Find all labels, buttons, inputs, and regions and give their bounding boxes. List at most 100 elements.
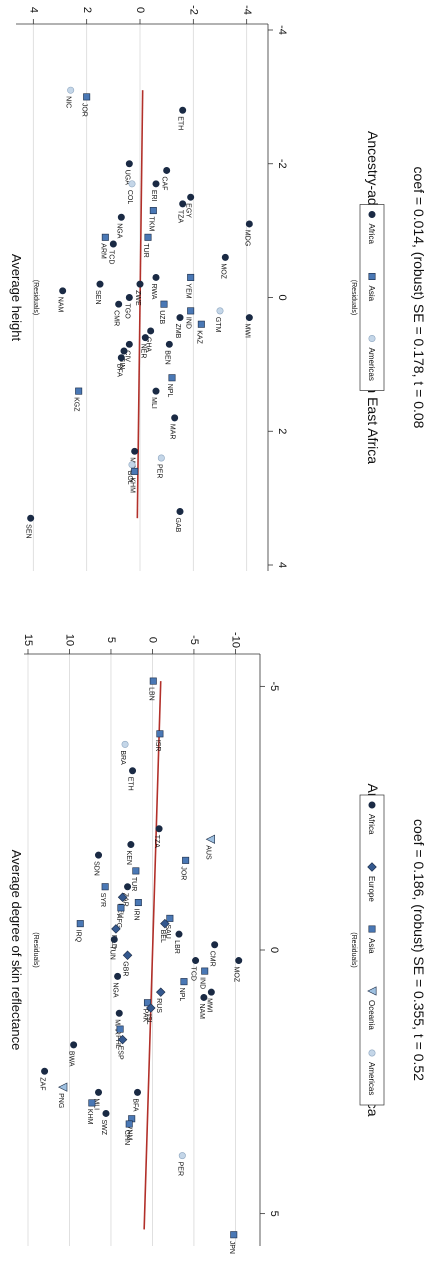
data-point xyxy=(101,233,109,241)
point-label: MDG xyxy=(243,230,250,246)
point-label: SDN xyxy=(93,861,100,876)
legend-label: Asia xyxy=(367,938,376,954)
chart-caption: coef = 0.186, (robust) SE = 0.355, t = 0… xyxy=(411,819,427,1081)
point-label: TZA xyxy=(153,835,160,849)
point-label: ZMB xyxy=(174,324,181,339)
point-label: NGA xyxy=(112,982,119,998)
y-axis-title: Average degree of skin reflectance xyxy=(9,850,24,1051)
x-tick-label: 2 xyxy=(276,428,288,434)
data-point xyxy=(146,1003,156,1013)
fit-line xyxy=(143,681,162,1230)
y-tick-label: 5 xyxy=(105,637,117,643)
point-label: AFG xyxy=(115,914,122,928)
y-axis-subtitle: (Residuals) xyxy=(32,280,39,315)
point-label: RUS xyxy=(155,998,162,1013)
point-label: BEN xyxy=(163,350,170,364)
data-point xyxy=(197,320,205,328)
point-label: MWI xyxy=(243,324,250,338)
point-label: IRQ xyxy=(74,930,81,943)
data-point xyxy=(149,207,157,215)
point-label: GBR xyxy=(122,961,129,976)
point-label: BWA xyxy=(68,1051,75,1067)
point-label: CMR xyxy=(209,951,216,967)
point-label: TCD xyxy=(107,250,114,264)
point-label: ETH xyxy=(177,116,184,130)
point-label: NAM xyxy=(57,297,64,313)
data-point xyxy=(117,892,128,903)
data-point xyxy=(101,883,109,891)
point-label: CHN xyxy=(123,1130,130,1145)
point-label: SWZ xyxy=(100,1119,107,1135)
point-label: KHM xyxy=(86,1109,93,1125)
data-point xyxy=(141,334,149,342)
data-point xyxy=(88,1099,96,1107)
legend-swatch xyxy=(367,862,377,872)
data-point xyxy=(179,200,187,208)
point-label: NER xyxy=(139,344,146,359)
data-point xyxy=(230,1231,238,1239)
point-label: GTM xyxy=(214,317,221,333)
point-label: LBN xyxy=(147,687,154,701)
data-point xyxy=(160,918,170,929)
y-axis-subtitle: (Residuals) xyxy=(32,932,39,967)
data-point xyxy=(134,1088,142,1096)
point-label: IND xyxy=(199,977,206,989)
point-label: EGY xyxy=(185,203,192,218)
data-point xyxy=(121,740,129,748)
point-label: MOZ xyxy=(219,263,226,279)
data-point xyxy=(166,914,174,922)
x-tick-label: -4 xyxy=(276,25,288,35)
point-label: GHA xyxy=(145,337,152,353)
data-point xyxy=(115,300,123,308)
legend-label: Europe xyxy=(367,876,376,902)
point-label: KHM xyxy=(129,477,136,493)
point-label: ERI xyxy=(150,190,157,202)
point-label: TUN xyxy=(108,945,115,959)
point-label: ZAR xyxy=(122,893,129,907)
data-point xyxy=(152,180,160,188)
data-point xyxy=(152,387,160,395)
data-point xyxy=(95,851,103,859)
point-label: ZWE xyxy=(134,290,141,306)
data-point xyxy=(58,1082,68,1092)
data-point xyxy=(175,930,183,938)
point-label: JOR xyxy=(180,866,187,880)
point-label: BEL xyxy=(159,930,166,943)
y-axis-title: Average height xyxy=(9,254,24,342)
height-chart: -4 -2 0 2 4 -4 -2 0 2 4 NIC JOR ETH UGA CAF COL ERI EGYTZ… xyxy=(9,5,427,571)
data-point xyxy=(147,327,155,335)
y-tick-label: -2 xyxy=(187,5,199,15)
point-label: SAU xyxy=(164,924,171,938)
data-point xyxy=(207,988,215,996)
data-point xyxy=(165,340,173,348)
data-point xyxy=(235,957,243,965)
data-point xyxy=(67,86,75,94)
data-point xyxy=(111,924,121,934)
legend-label: Africa xyxy=(367,814,376,835)
data-point xyxy=(132,867,140,875)
x-tick-label: 0 xyxy=(276,294,288,300)
data-point xyxy=(187,193,195,201)
data-point xyxy=(201,967,209,975)
y-tick-label: -10 xyxy=(230,632,242,648)
point-label: SYR xyxy=(99,893,106,907)
point-label: IND xyxy=(185,317,192,329)
point-label: LBR xyxy=(173,940,180,954)
point-label: MWI xyxy=(205,998,212,1012)
data-point xyxy=(41,1067,49,1075)
data-point xyxy=(95,1088,103,1096)
skin-reflectance-chart: -5 0 5 -10 -5 0 5 10 15 LBN ISR BRA ETH TZA AUS KEN SDN J… xyxy=(9,632,427,1254)
point-label: BRA xyxy=(119,750,126,765)
x-axis-subtitle: (Residuals) xyxy=(350,280,357,315)
legend-swatch xyxy=(368,925,376,933)
data-point xyxy=(59,287,67,295)
fit-line xyxy=(136,90,144,519)
y-tick-label: -4 xyxy=(241,5,253,15)
point-label: MLI xyxy=(150,397,157,409)
point-label: KEN xyxy=(125,851,132,865)
data-point xyxy=(163,166,171,174)
point-label: KGZ xyxy=(73,397,80,412)
point-label: TGO xyxy=(123,304,130,320)
data-point xyxy=(176,314,184,322)
